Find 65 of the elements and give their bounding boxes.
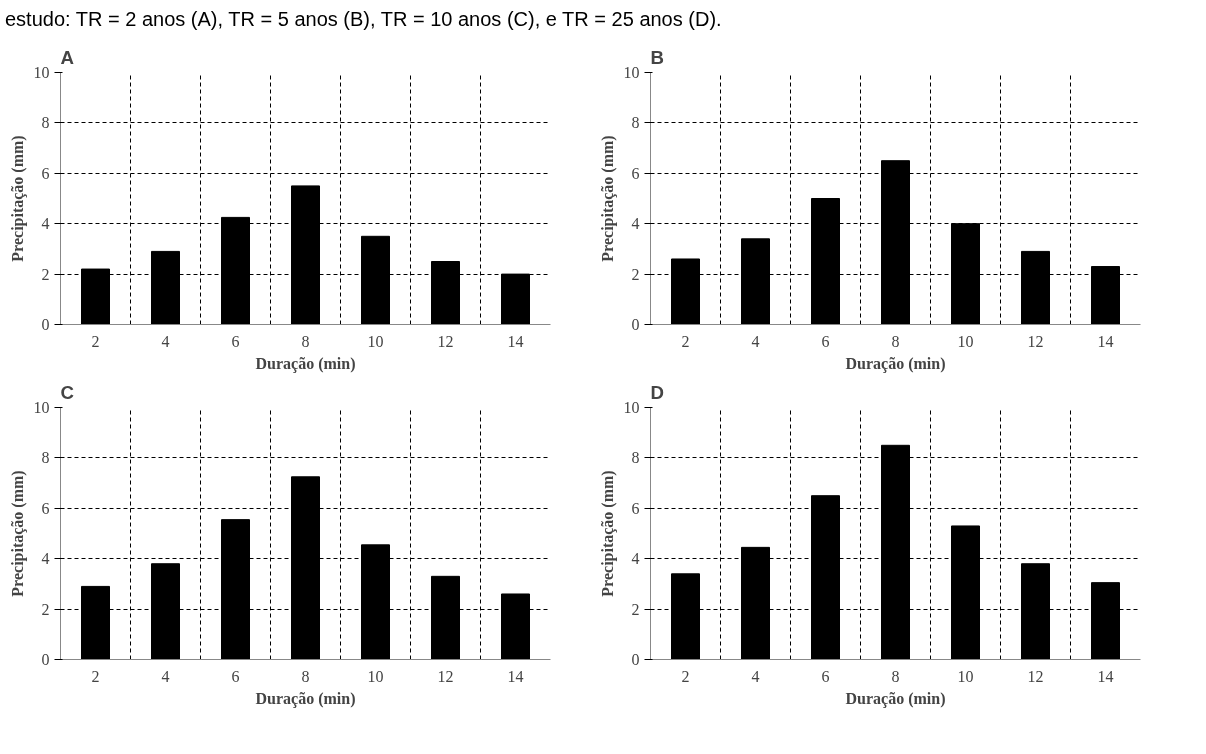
x-tick-label: 2: [91, 667, 100, 685]
y-tick-label: 8: [41, 448, 50, 466]
y-tick-label: 4: [41, 549, 50, 567]
x-tick-label: 4: [161, 332, 170, 350]
chart-title: C: [60, 381, 74, 403]
x-tick-label: 8: [891, 667, 900, 685]
y-tick-label: 2: [631, 600, 640, 618]
y-tick-label: 6: [631, 164, 640, 182]
x-tick-label: 4: [751, 667, 760, 685]
chart-title: A: [60, 46, 74, 68]
y-axis-title: Precipitação (mm): [598, 134, 617, 262]
y-tick-label: 8: [41, 113, 50, 131]
chart-title: B: [650, 46, 664, 68]
x-tick-label: 12: [437, 332, 454, 350]
y-tick-label: 2: [41, 600, 50, 618]
x-axis-title: Duração (min): [255, 689, 356, 708]
y-axis-title: Precipitação (mm): [598, 469, 617, 597]
x-axis-title: Duração (min): [845, 354, 946, 373]
y-tick-label: 4: [631, 549, 640, 567]
x-tick-label: 4: [161, 667, 170, 685]
x-tick-label: 14: [1097, 332, 1114, 350]
y-axis-title: Precipitação (mm): [8, 469, 27, 597]
x-tick-label: 8: [891, 332, 900, 350]
x-tick-label: 2: [681, 332, 690, 350]
y-tick-label: 6: [41, 164, 50, 182]
x-tick-label: 8: [301, 667, 310, 685]
x-tick-label: 10: [367, 332, 384, 350]
x-tick-label: 2: [681, 667, 690, 685]
y-tick-label: 6: [631, 499, 640, 517]
y-tick-label: 8: [631, 448, 640, 466]
chart-title: D: [650, 381, 664, 403]
x-tick-label: 10: [957, 667, 974, 685]
x-tick-label: 14: [507, 667, 524, 685]
x-tick-label: 12: [1027, 667, 1044, 685]
x-tick-label: 12: [437, 667, 454, 685]
y-tick-label: 10: [623, 398, 640, 416]
x-tick-label: 14: [1097, 667, 1114, 685]
x-tick-label: 10: [367, 667, 384, 685]
y-tick-label: 6: [41, 499, 50, 517]
x-tick-label: 6: [231, 667, 240, 685]
y-tick-label: 10: [33, 398, 50, 416]
x-tick-label: 12: [1027, 332, 1044, 350]
x-tick-label: 2: [91, 332, 100, 350]
y-tick-label: 2: [41, 265, 50, 283]
y-tick-label: 0: [631, 650, 640, 668]
x-tick-label: 4: [751, 332, 760, 350]
y-tick-label: 10: [623, 63, 640, 81]
x-axis-title: Duração (min): [845, 689, 946, 708]
x-tick-label: 8: [301, 332, 310, 350]
x-tick-label: 6: [821, 667, 830, 685]
x-tick-label: 6: [231, 332, 240, 350]
y-axis-title: Precipitação (mm): [8, 134, 27, 262]
y-tick-label: 0: [41, 650, 50, 668]
x-tick-label: 6: [821, 332, 830, 350]
y-tick-label: 0: [41, 315, 50, 333]
x-axis-title: Duração (min): [255, 354, 356, 373]
y-tick-label: 2: [631, 265, 640, 283]
text: estudo: TR = 2 anos (A), TR = 5 anos (B), TR = 10 anos (C), e TR = 25 anos (D).: [5, 7, 722, 32]
x-tick-label: 10: [957, 332, 974, 350]
y-tick-label: 8: [631, 113, 640, 131]
y-tick-label: 0: [631, 315, 640, 333]
y-tick-label: 4: [41, 214, 50, 232]
x-tick-label: 14: [507, 332, 524, 350]
y-tick-label: 4: [631, 214, 640, 232]
y-tick-label: 10: [33, 63, 50, 81]
